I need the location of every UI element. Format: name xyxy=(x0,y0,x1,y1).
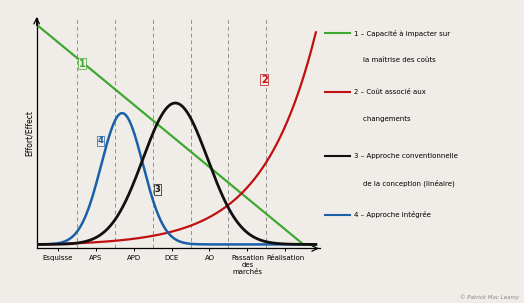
Text: 2: 2 xyxy=(261,75,268,85)
Text: © Patrick Mac Leamy: © Patrick Mac Leamy xyxy=(460,294,519,300)
Text: de la conception (linéaire): de la conception (linéaire) xyxy=(354,179,455,187)
Text: 3 – Approche conventionnelle: 3 – Approche conventionnelle xyxy=(354,153,458,159)
Text: la maîtrise des coûts: la maîtrise des coûts xyxy=(354,57,436,63)
Text: 1 – Capacité à impacter sur: 1 – Capacité à impacter sur xyxy=(354,30,450,37)
Text: 4: 4 xyxy=(97,136,103,145)
Text: 3: 3 xyxy=(155,185,160,194)
Y-axis label: Effort/Effect: Effort/Effect xyxy=(25,110,34,156)
Text: 4 – Approche intégrée: 4 – Approche intégrée xyxy=(354,211,431,218)
Text: 2 – Coût associé aux: 2 – Coût associé aux xyxy=(354,89,426,95)
Text: changements: changements xyxy=(354,116,411,122)
Text: 1: 1 xyxy=(79,59,85,69)
